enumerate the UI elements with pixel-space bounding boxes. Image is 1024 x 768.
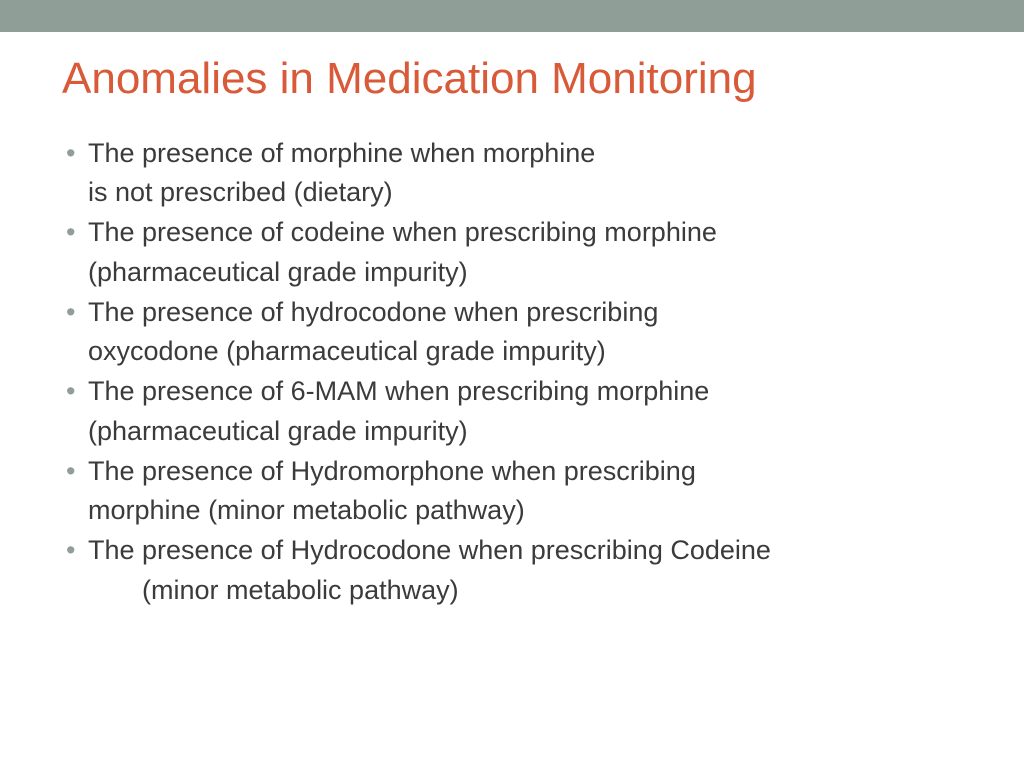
bullet-list: The presence of morphine when morphine is… xyxy=(62,137,962,608)
bullet-item: The presence of morphine when morphine xyxy=(62,137,962,171)
bullet-text-line2: (pharmaceutical grade impurity) xyxy=(62,256,962,290)
bullet-text-line1: The presence of morphine when morphine xyxy=(88,138,595,168)
bullet-item: The presence of hydrocodone when prescri… xyxy=(62,296,962,330)
bullet-text-line1: The presence of codeine when prescribing… xyxy=(88,217,717,247)
bullet-item: The presence of Hydrocodone when prescri… xyxy=(62,534,962,568)
top-accent-bar xyxy=(0,0,1024,32)
bullet-item: The presence of 6-MAM when prescribing m… xyxy=(62,375,962,409)
bullet-text-line1: The presence of Hydromorphone when presc… xyxy=(88,456,696,486)
slide-body: Anomalies in Medication Monitoring The p… xyxy=(0,32,1024,608)
bullet-text-line1: The presence of hydrocodone when prescri… xyxy=(88,297,658,327)
bullet-text-line2: (minor metabolic pathway) xyxy=(62,574,962,608)
bullet-item: The presence of codeine when prescribing… xyxy=(62,216,962,250)
bullet-item: The presence of Hydromorphone when presc… xyxy=(62,455,962,489)
bullet-text-line1: The presence of Hydrocodone when prescri… xyxy=(88,535,771,565)
bullet-text-line2: oxycodone (pharmaceutical grade impurity… xyxy=(62,335,962,369)
bullet-text-line2: is not prescribed (dietary) xyxy=(62,176,962,210)
bullet-text-line2: (pharmaceutical grade impurity) xyxy=(62,415,962,449)
bullet-text-line1: The presence of 6-MAM when prescribing m… xyxy=(88,376,709,406)
bullet-text-line2: morphine (minor metabolic pathway) xyxy=(62,494,962,528)
slide-title: Anomalies in Medication Monitoring xyxy=(62,54,962,105)
